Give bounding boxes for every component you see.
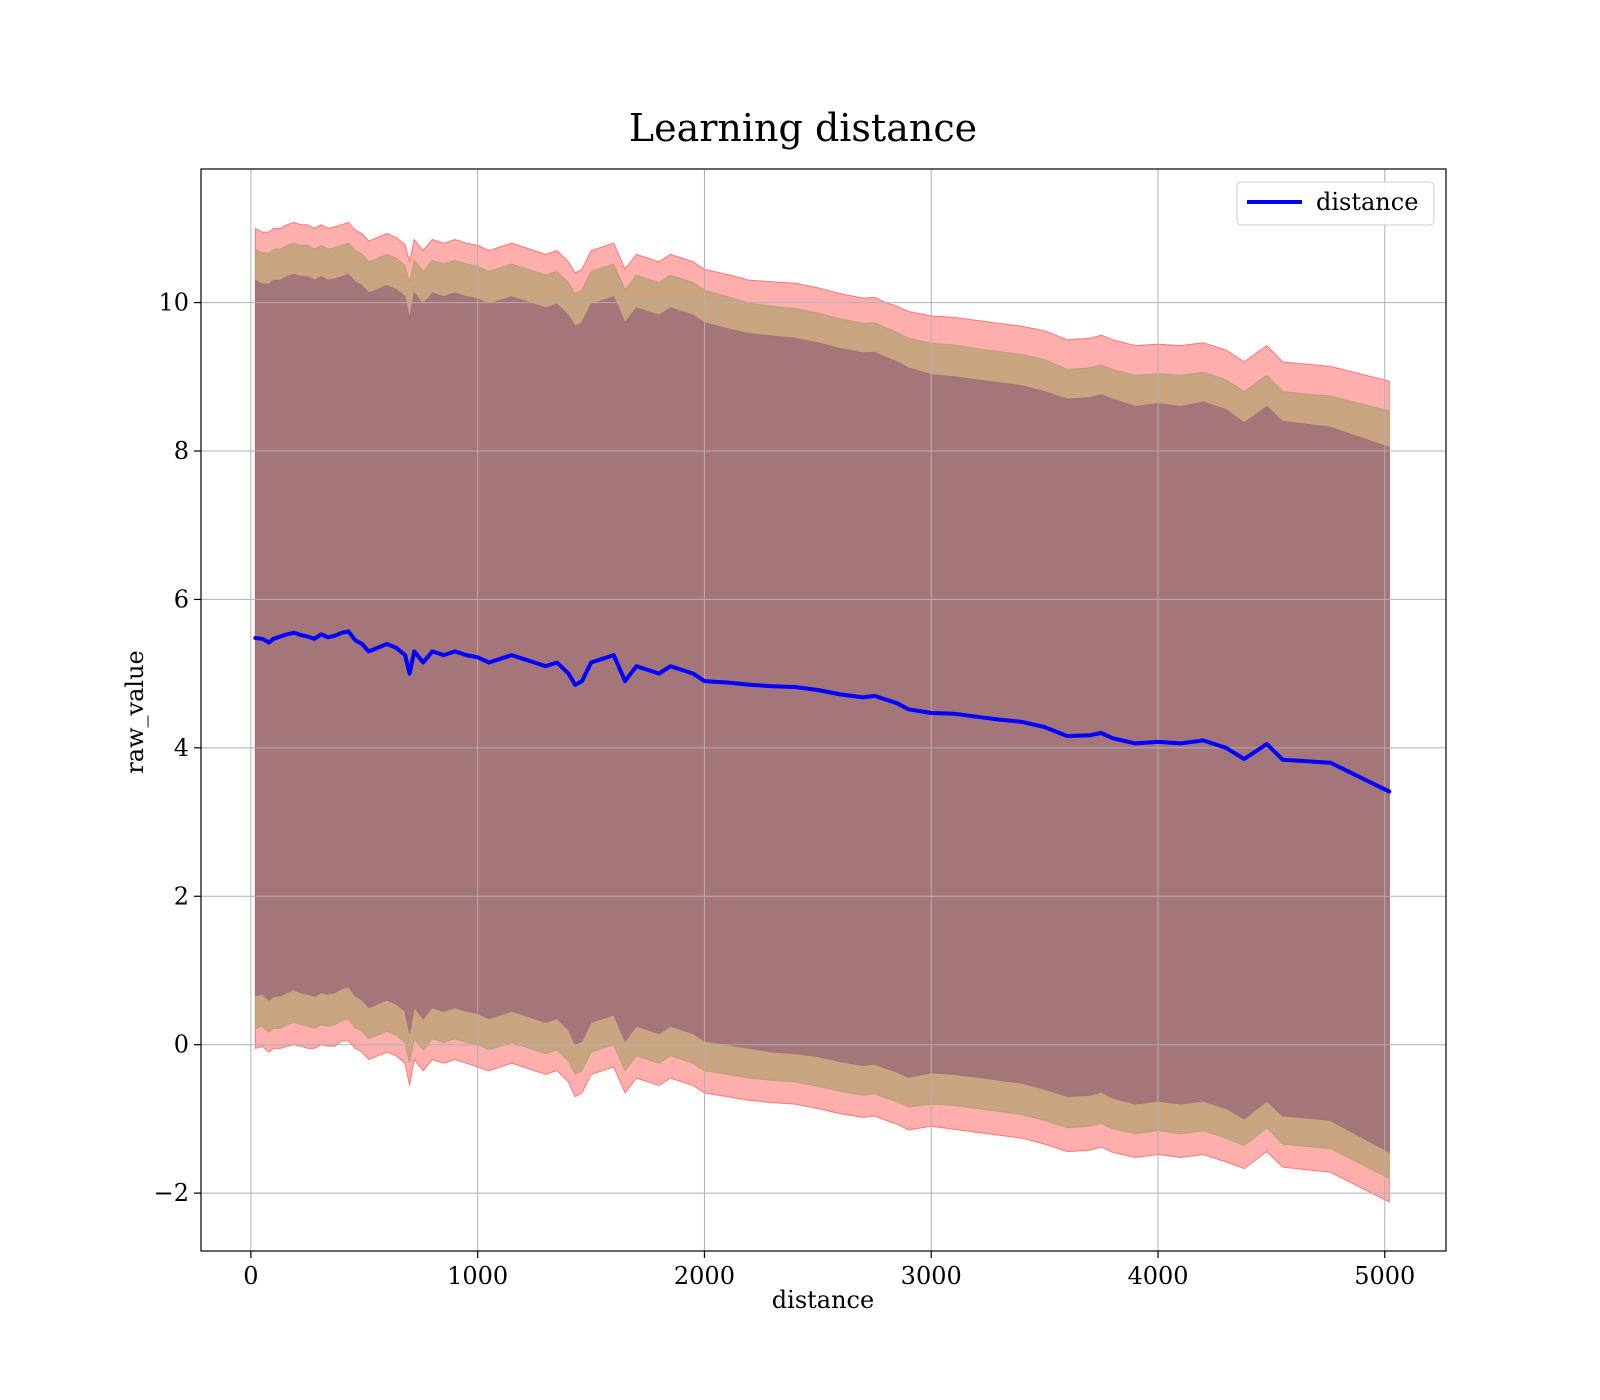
y-tick-label: 0 <box>174 1031 189 1059</box>
series-layer <box>253 629 1392 794</box>
x-tick-label: 1000 <box>447 1262 508 1290</box>
y-tick-label: 4 <box>174 734 189 762</box>
plot-frame <box>200 168 1447 1252</box>
x-tick-label: 5000 <box>1354 1262 1415 1290</box>
chart-title: Learning distance <box>629 106 977 150</box>
y-tick-label: 2 <box>174 882 189 910</box>
series-line-distance <box>253 629 1392 794</box>
legend: distance <box>1236 181 1435 226</box>
x-tick-label: 3000 <box>901 1262 962 1290</box>
y-tick-label: 6 <box>174 585 189 613</box>
x-axis-ticks: 0 1000 2000 3000 4000 5000 <box>243 1251 1415 1290</box>
y-axis-label: raw_value <box>121 650 149 774</box>
y-tick-label: 10 <box>158 289 189 317</box>
band-inner <box>254 273 1390 1154</box>
confidence-bands <box>254 221 1390 1203</box>
y-tick-label: −2 <box>154 1179 189 1207</box>
x-tick-label: 4000 <box>1127 1262 1188 1290</box>
x-axis-label: distance <box>772 1286 874 1314</box>
y-tick-label: 8 <box>174 437 189 465</box>
grid-lines <box>201 169 1446 1251</box>
y-axis-ticks: −2 0 2 4 6 8 10 <box>154 289 201 1207</box>
x-tick-label: 0 <box>243 1262 258 1290</box>
legend-label-distance: distance <box>1316 188 1418 216</box>
x-tick-label: 2000 <box>674 1262 735 1290</box>
legend-box <box>1236 181 1435 226</box>
